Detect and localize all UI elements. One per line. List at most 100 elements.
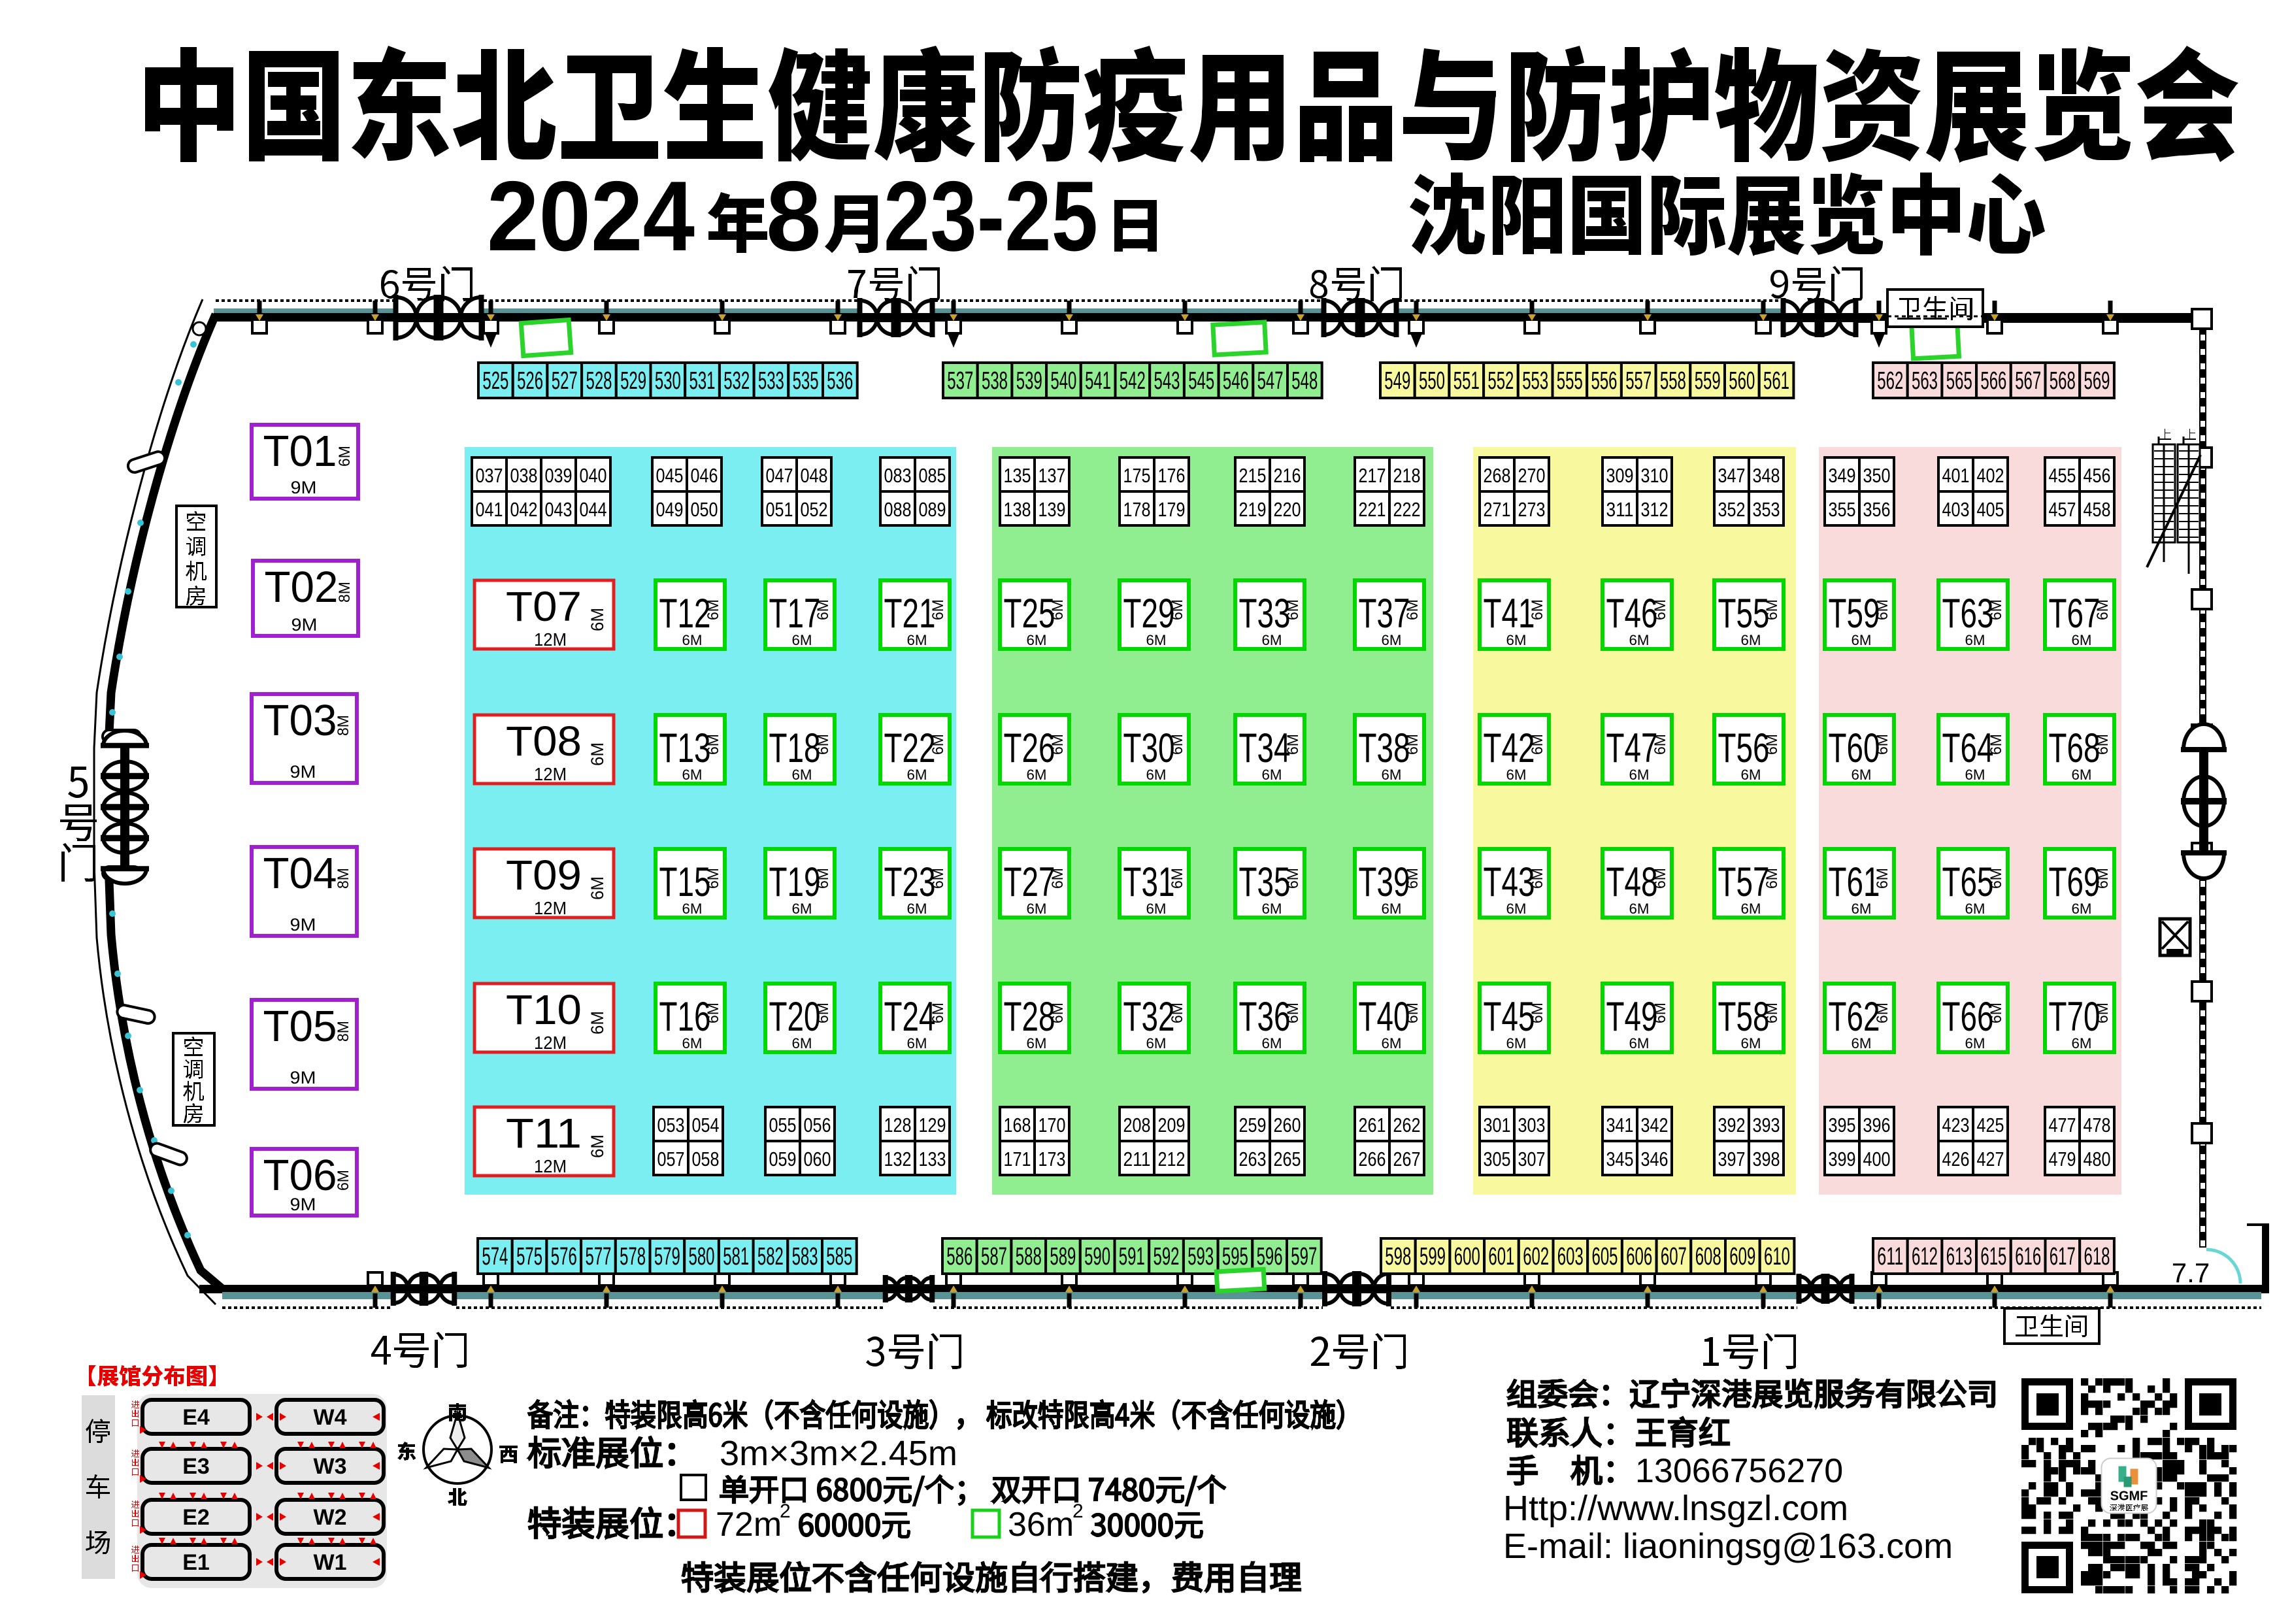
svg-text:Http://www.lnsgzl.com: Http://www.lnsgzl.com <box>1503 1489 1848 1528</box>
svg-text:615: 615 <box>1980 1243 2006 1270</box>
svg-text:6M: 6M <box>1852 901 1872 917</box>
svg-text:6M: 6M <box>1629 632 1650 648</box>
svg-text:72m: 72m <box>716 1506 782 1544</box>
svg-text:552: 552 <box>1487 367 1514 395</box>
svg-text:563: 563 <box>1912 367 1938 395</box>
svg-text:6M: 6M <box>1763 734 1781 755</box>
svg-text:T13: T13 <box>659 725 711 771</box>
svg-text:219: 219 <box>1239 498 1267 521</box>
svg-text:2: 2 <box>1072 1500 1084 1522</box>
svg-text:6M: 6M <box>1146 901 1167 917</box>
svg-text:349: 349 <box>1829 464 1856 487</box>
svg-text:350: 350 <box>1863 464 1891 487</box>
svg-text:6M: 6M <box>1169 1003 1186 1023</box>
svg-text:567: 567 <box>2015 367 2041 395</box>
svg-text:548: 548 <box>1291 367 1318 395</box>
svg-text:T16: T16 <box>659 994 711 1040</box>
svg-text:040: 040 <box>580 464 607 487</box>
svg-text:348: 348 <box>1753 464 1780 487</box>
svg-text:402: 402 <box>1977 464 2004 487</box>
svg-text:T08: T08 <box>506 718 582 765</box>
svg-text:6M: 6M <box>2072 767 2092 783</box>
svg-text:6M: 6M <box>1146 1035 1167 1052</box>
svg-text:T47: T47 <box>1606 725 1658 771</box>
svg-text:6M: 6M <box>1763 868 1781 889</box>
svg-text:542: 542 <box>1120 367 1146 395</box>
svg-text:405: 405 <box>1977 498 2004 521</box>
svg-text:049: 049 <box>656 498 684 521</box>
svg-text:562: 562 <box>1877 367 1903 395</box>
svg-text:260: 260 <box>1274 1114 1301 1136</box>
svg-text:6M: 6M <box>929 599 947 620</box>
svg-text:E2: E2 <box>182 1505 210 1530</box>
svg-text:347: 347 <box>1718 464 1746 487</box>
svg-text:T56: T56 <box>1718 725 1770 771</box>
svg-text:6M: 6M <box>1027 1035 1047 1052</box>
svg-text:6M: 6M <box>682 767 703 783</box>
svg-text:T45: T45 <box>1484 994 1535 1040</box>
svg-text:T24: T24 <box>884 994 936 1040</box>
svg-text:6M: 6M <box>1506 767 1527 783</box>
svg-text:211: 211 <box>1123 1148 1151 1170</box>
svg-text:T57: T57 <box>1718 859 1770 905</box>
svg-text:8M: 8M <box>335 868 352 889</box>
svg-text:543: 543 <box>1154 367 1180 395</box>
svg-text:6M: 6M <box>1284 1003 1302 1023</box>
svg-text:6M: 6M <box>1741 901 1761 917</box>
svg-text:6M: 6M <box>814 868 832 889</box>
svg-text:13066756270: 13066756270 <box>1635 1452 1843 1490</box>
svg-text:6M: 6M <box>1874 1003 1891 1023</box>
svg-text:218: 218 <box>1393 464 1421 487</box>
svg-text:T15: T15 <box>659 859 711 905</box>
svg-text:042: 042 <box>510 498 538 521</box>
svg-text:549: 549 <box>1384 367 1410 395</box>
svg-text:392: 392 <box>1718 1114 1746 1136</box>
svg-text:403: 403 <box>1942 498 1970 521</box>
svg-text:6M: 6M <box>1874 599 1891 620</box>
svg-text:058: 058 <box>692 1148 720 1170</box>
svg-text:6M: 6M <box>1629 1035 1650 1052</box>
svg-text:393: 393 <box>1753 1114 1780 1136</box>
svg-text:8M: 8M <box>335 715 352 736</box>
svg-text:T40: T40 <box>1359 994 1410 1040</box>
svg-text:T33: T33 <box>1239 591 1291 637</box>
svg-text:T25: T25 <box>1004 591 1055 637</box>
svg-text:171: 171 <box>1004 1148 1031 1170</box>
svg-text:536: 536 <box>827 367 853 395</box>
svg-text:T03: T03 <box>263 696 337 745</box>
svg-text:312: 312 <box>1641 498 1669 521</box>
svg-text:6M: 6M <box>929 734 947 755</box>
svg-text:T23: T23 <box>884 859 936 905</box>
svg-text:6M: 6M <box>1741 1035 1761 1052</box>
svg-text:310: 310 <box>1641 464 1669 487</box>
svg-text:532: 532 <box>723 367 750 395</box>
svg-text:T38: T38 <box>1359 725 1410 771</box>
svg-text:6M: 6M <box>2072 632 2092 648</box>
svg-text:085: 085 <box>919 464 946 487</box>
svg-text:6M: 6M <box>1987 1003 2005 1023</box>
svg-text:6M: 6M <box>1382 632 1402 648</box>
svg-text:6M: 6M <box>814 734 832 755</box>
svg-text:T29: T29 <box>1123 591 1175 637</box>
svg-text:423: 423 <box>1942 1114 1970 1136</box>
svg-text:6M: 6M <box>1506 632 1527 648</box>
svg-text:9M: 9M <box>291 615 318 635</box>
svg-text:039: 039 <box>545 464 573 487</box>
svg-text:397: 397 <box>1718 1148 1746 1170</box>
svg-text:6M: 6M <box>1987 868 2005 889</box>
svg-text:037: 037 <box>476 464 503 487</box>
svg-text:6M: 6M <box>705 734 722 755</box>
svg-text:T07: T07 <box>506 583 582 630</box>
svg-text:T58: T58 <box>1718 994 1770 1040</box>
svg-text:E-mail: liaoningsg@163.com: E-mail: liaoningsg@163.com <box>1503 1527 1953 1566</box>
svg-text:6M: 6M <box>682 632 703 648</box>
svg-text:6M: 6M <box>1404 734 1421 755</box>
svg-text:T30: T30 <box>1123 725 1175 771</box>
svg-text:6M: 6M <box>907 632 927 648</box>
svg-text:089: 089 <box>919 498 946 521</box>
svg-text:W1: W1 <box>314 1550 347 1575</box>
svg-text:208: 208 <box>1123 1114 1151 1136</box>
svg-text:6M: 6M <box>792 767 812 783</box>
svg-text:T46: T46 <box>1606 591 1658 637</box>
svg-text:043: 043 <box>545 498 573 521</box>
